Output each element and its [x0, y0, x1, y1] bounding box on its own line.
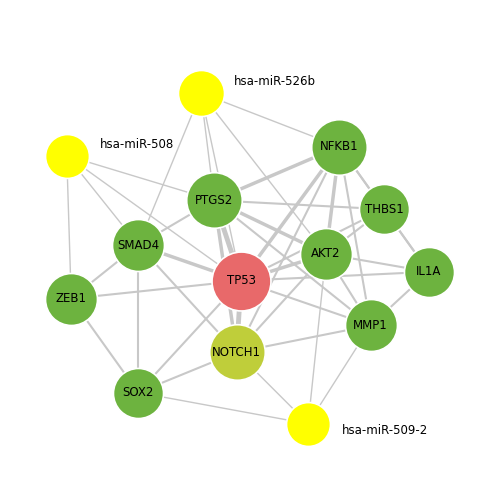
Text: NFKB1: NFKB1 — [320, 140, 358, 153]
Point — [210, 196, 218, 204]
Text: SOX2: SOX2 — [122, 386, 154, 399]
Text: AKT2: AKT2 — [311, 247, 340, 261]
Text: THBS1: THBS1 — [364, 203, 404, 216]
Point — [232, 348, 240, 356]
Point — [237, 277, 245, 285]
Text: TP53: TP53 — [226, 274, 256, 287]
Text: SMAD4: SMAD4 — [117, 239, 160, 251]
Point — [67, 294, 75, 302]
Point — [380, 205, 388, 213]
Text: IL1A: IL1A — [416, 265, 442, 278]
Point — [322, 250, 330, 258]
Point — [304, 420, 312, 428]
Point — [336, 143, 344, 150]
Point — [366, 321, 374, 329]
Point — [62, 152, 70, 160]
Point — [197, 89, 205, 97]
Text: NOTCH1: NOTCH1 — [212, 346, 261, 359]
Point — [134, 389, 142, 396]
Text: ZEB1: ZEB1 — [56, 292, 86, 305]
Point — [425, 268, 433, 276]
Text: hsa-miR-526b: hsa-miR-526b — [234, 75, 316, 88]
Text: hsa-miR-508: hsa-miR-508 — [100, 138, 174, 151]
Point — [134, 241, 142, 249]
Text: MMP1: MMP1 — [354, 319, 388, 332]
Text: PTGS2: PTGS2 — [195, 194, 234, 207]
Text: hsa-miR-509-2: hsa-miR-509-2 — [342, 424, 428, 437]
